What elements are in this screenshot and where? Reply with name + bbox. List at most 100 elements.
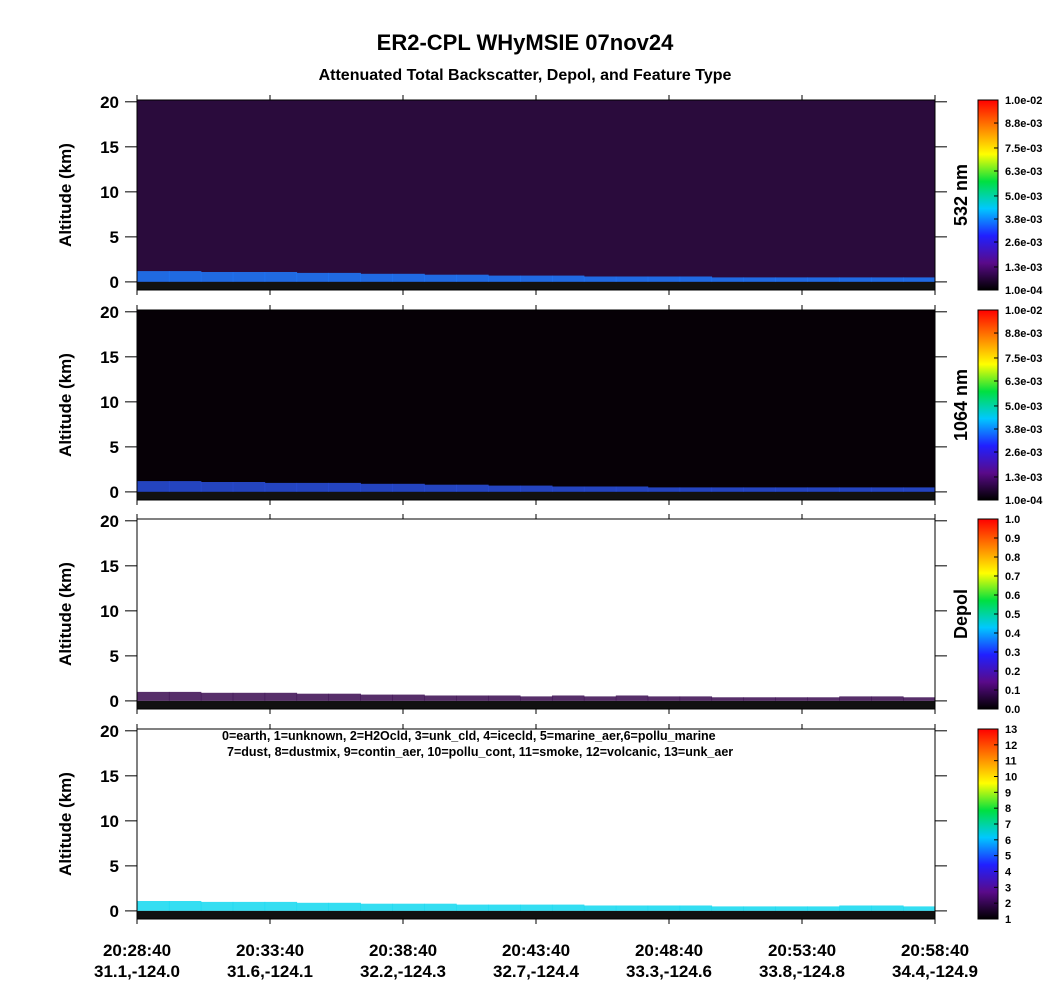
layer-segment xyxy=(168,900,202,911)
x-tick-label: 33.3,-124.6 xyxy=(626,962,712,981)
colorbar-tick-label: 1.0 xyxy=(1005,514,1020,526)
y-tick-label: 0 xyxy=(110,902,119,921)
x-tick-label: 34.4,-124.9 xyxy=(892,962,978,981)
x-tick-label: 20:43:40 xyxy=(502,941,570,960)
y-tick-label: 15 xyxy=(100,348,119,367)
layer-segment xyxy=(424,274,457,282)
layer-segment xyxy=(232,692,266,701)
layer-segment xyxy=(743,697,776,701)
colorbar-tick-label: 5 xyxy=(1005,851,1011,863)
colorbar-tick-label: 1.0e-04 xyxy=(1005,495,1043,507)
layer-segment xyxy=(264,482,298,492)
colorbar-tick-label: 4 xyxy=(1005,867,1012,879)
layer-segment xyxy=(647,696,681,701)
layer-segment xyxy=(200,692,234,701)
y-axis-label: Altitude (km) xyxy=(56,143,75,247)
layer-segment xyxy=(615,486,649,492)
layer-segment xyxy=(679,487,713,492)
colorbar xyxy=(977,309,999,501)
layer-segment xyxy=(551,695,585,701)
layer-segment xyxy=(360,483,393,492)
layer-segment xyxy=(871,905,904,911)
layer-segment xyxy=(137,481,170,492)
layer-segment xyxy=(775,487,808,492)
layer-segment xyxy=(583,486,617,492)
x-tick-label: 20:53:40 xyxy=(768,941,836,960)
layer-segment xyxy=(807,487,840,492)
colorbar-tick-label: 8.8e-03 xyxy=(1005,328,1042,340)
colorbar-tick-label: 8 xyxy=(1005,803,1011,815)
colorbar-tick-label: 3.8e-03 xyxy=(1005,214,1042,226)
layer-segment xyxy=(551,904,585,911)
layer-segment xyxy=(903,906,936,911)
y-tick-label: 0 xyxy=(110,483,119,502)
x-tick-label: 33.8,-124.8 xyxy=(759,962,845,981)
colorbar-tick-label: 10 xyxy=(1005,772,1017,784)
layer-segment xyxy=(615,695,649,701)
colorbar-tick-label: 0.9 xyxy=(1005,533,1020,545)
layer-segment xyxy=(488,904,521,911)
y-tick-label: 10 xyxy=(100,393,119,412)
layer-segment xyxy=(200,271,234,282)
layer-segment xyxy=(360,903,393,911)
colorbar-tick-label: 0.0 xyxy=(1005,704,1020,716)
layer-segment xyxy=(392,694,425,701)
colorbar-tick-label: 9 xyxy=(1005,787,1011,799)
colorbar-tick-label: 5.0e-03 xyxy=(1005,191,1042,203)
layer-segment xyxy=(456,274,489,282)
layer-segment xyxy=(520,904,553,911)
colorbar-tick-label: 6.3e-03 xyxy=(1005,166,1042,178)
title: ER2-CPL WHyMSIE 07nov24 xyxy=(377,30,674,55)
layer-segment xyxy=(583,905,617,911)
y-tick-label: 20 xyxy=(100,93,119,112)
layer-segment xyxy=(456,904,489,911)
layer-segment xyxy=(807,906,840,911)
layer-segment xyxy=(360,273,393,282)
y-tick-label: 10 xyxy=(100,183,119,202)
layer-segment xyxy=(647,905,681,911)
layer-segment xyxy=(168,481,202,492)
x-tick-label: 32.2,-124.3 xyxy=(360,962,446,981)
y-axis-label: Altitude (km) xyxy=(56,772,75,876)
layer-segment xyxy=(360,694,393,701)
layer-segment xyxy=(583,696,617,701)
layer-segment xyxy=(775,697,808,701)
layer-segment xyxy=(137,691,170,701)
layer-segment xyxy=(264,692,298,701)
layer-segment xyxy=(647,487,681,492)
layer-segment xyxy=(807,697,840,701)
colorbar-tick-label: 0.5 xyxy=(1005,609,1020,621)
colorbar-tick-label: 0.4 xyxy=(1005,628,1021,640)
layer-segment xyxy=(711,277,744,282)
y-tick-label: 20 xyxy=(100,512,119,531)
layer-segment xyxy=(296,482,330,492)
layer-segment xyxy=(839,905,872,911)
layer-segment xyxy=(871,487,904,492)
colorbar-tick-label: 1.0e-02 xyxy=(1005,95,1042,107)
y-tick-label: 0 xyxy=(110,273,119,292)
colorbar-tick-label: 6 xyxy=(1005,835,1011,847)
y-tick-label: 20 xyxy=(100,303,119,322)
colorbar-tick-label: 1.3e-03 xyxy=(1005,262,1042,274)
colorbar-tick-label: 7.5e-03 xyxy=(1005,143,1042,155)
colorbar-tick-label: 0.7 xyxy=(1005,571,1020,583)
layer-segment xyxy=(871,696,904,701)
layer-segment xyxy=(424,484,457,492)
layer-segment xyxy=(392,903,425,911)
colorbar-label: Depol xyxy=(951,589,971,639)
plot-background xyxy=(137,519,935,709)
layer-segment xyxy=(328,693,361,701)
layer-segment xyxy=(456,695,489,701)
layer-segment xyxy=(488,485,521,492)
y-tick-label: 5 xyxy=(110,857,119,876)
subtitle: Attenuated Total Backscatter, Depol, and… xyxy=(319,67,732,84)
layer-segment xyxy=(200,481,234,492)
colorbar-tick-label: 3.8e-03 xyxy=(1005,424,1042,436)
layer-segment xyxy=(551,486,585,492)
x-tick-label: 20:28:40 xyxy=(103,941,171,960)
colorbar xyxy=(977,99,999,291)
y-tick-label: 10 xyxy=(100,812,119,831)
layer-segment xyxy=(807,277,840,282)
layer-segment xyxy=(743,906,776,911)
layer-segment xyxy=(264,901,298,911)
